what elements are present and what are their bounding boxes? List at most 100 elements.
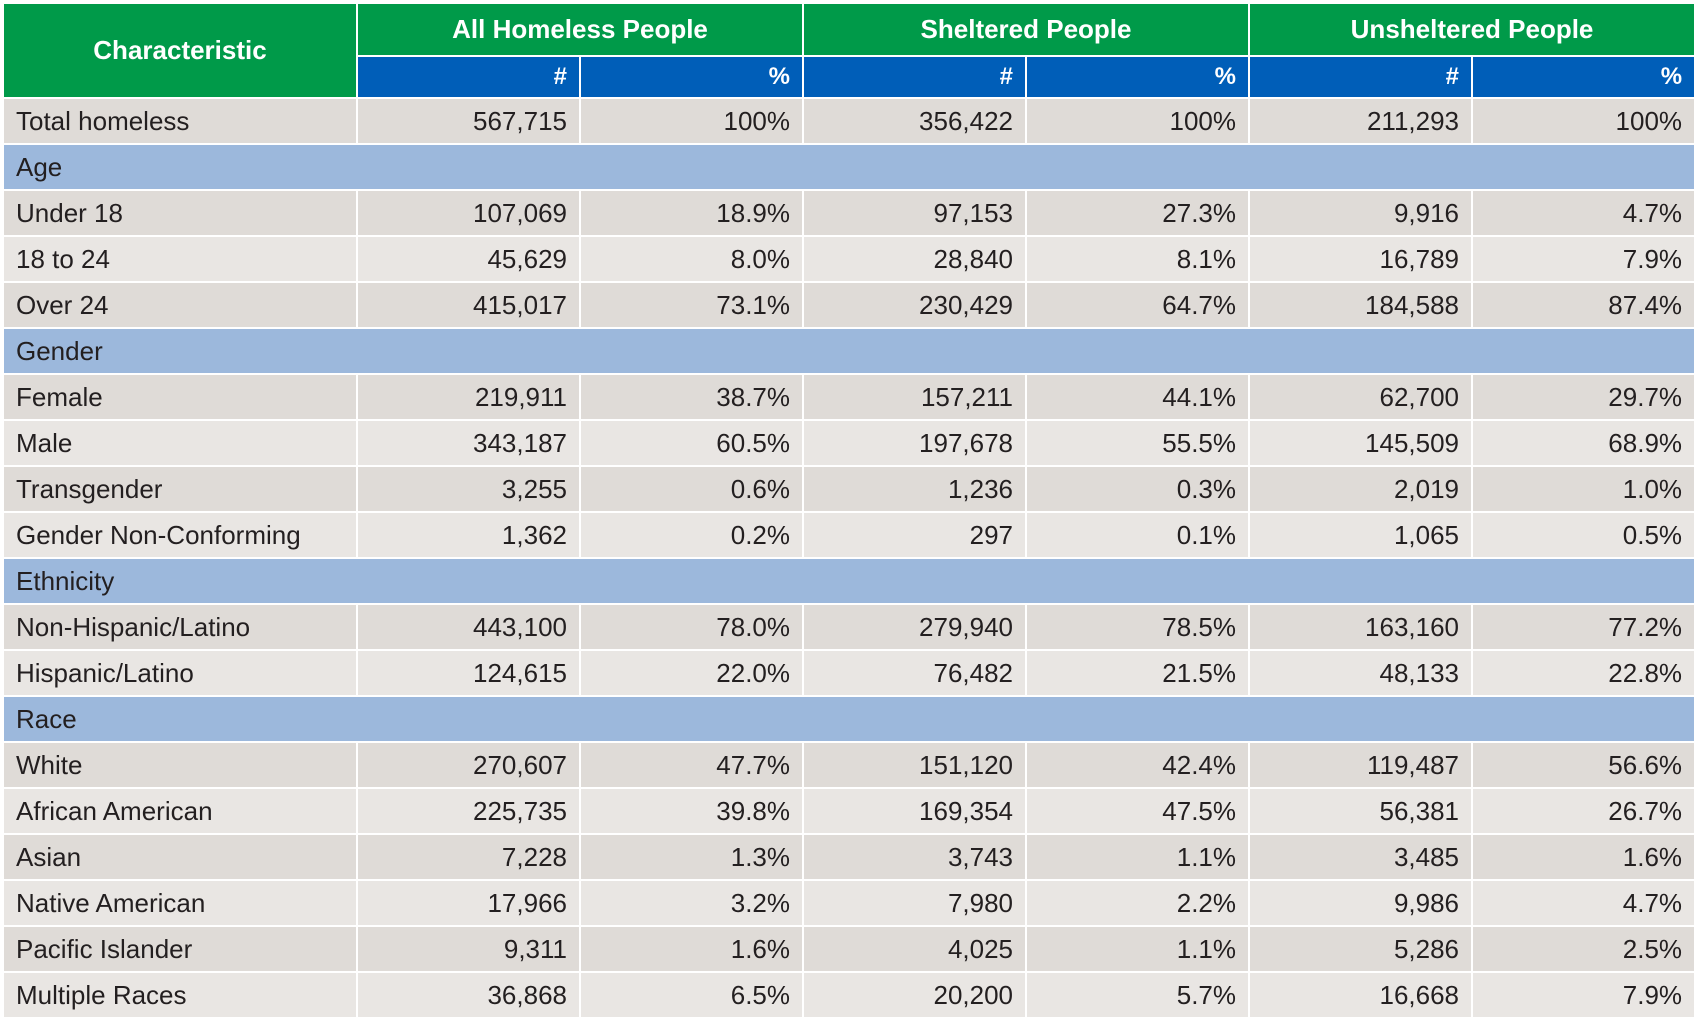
count-cell: 1,065 [1248, 511, 1474, 559]
percent-cell: 39.8% [578, 787, 805, 835]
percent-cell: 47.7% [578, 741, 805, 789]
count-cell: 211,293 [1248, 97, 1474, 145]
count-cell: 3,743 [802, 833, 1028, 881]
count-cell: 4,025 [802, 925, 1028, 973]
percent-cell: 27.3% [1025, 189, 1251, 237]
count-cell: 3,485 [1248, 833, 1474, 881]
count-cell: 9,916 [1248, 189, 1474, 237]
percent-cell: 3.2% [578, 879, 805, 927]
row-label: African American [2, 787, 358, 835]
row-label: Transgender [2, 465, 358, 513]
table-row: Over 24 415,017 73.1% 230,429 64.7% 184,588 87… [2, 281, 1697, 329]
percent-cell: 6.5% [578, 971, 805, 1019]
percent-cell: 68.9% [1471, 419, 1697, 467]
count-cell: 62,700 [1248, 373, 1474, 421]
count-cell: 56,381 [1248, 787, 1474, 835]
percent-cell: 5.7% [1025, 971, 1251, 1019]
subheader-percent: % [578, 55, 805, 99]
table-row: Pacific Islander 9,311 1.6% 4,025 1.1% 5,286 2… [2, 925, 1697, 973]
percent-cell: 0.2% [578, 511, 805, 559]
section-row: Race [1, 695, 1697, 743]
row-label: Female [2, 373, 358, 421]
row-label: White [2, 741, 358, 789]
percent-cell: 100% [1025, 97, 1251, 145]
count-cell: 1,362 [356, 511, 581, 559]
percent-cell: 29.7% [1471, 373, 1697, 421]
percent-cell: 18.9% [578, 189, 805, 237]
count-cell: 16,789 [1248, 235, 1474, 283]
count-cell: 28,840 [802, 235, 1028, 283]
count-cell: 270,607 [356, 741, 581, 789]
percent-cell: 56.6% [1471, 741, 1697, 789]
count-cell: 297 [802, 511, 1028, 559]
subheader-count: # [802, 55, 1028, 99]
count-cell: 225,735 [356, 787, 581, 835]
percent-cell: 1.1% [1025, 833, 1251, 881]
percent-cell: 77.2% [1471, 603, 1697, 651]
row-label: Asian [2, 833, 358, 881]
section-row: Gender [1, 327, 1697, 375]
percent-cell: 8.0% [578, 235, 805, 283]
percent-cell: 38.7% [578, 373, 805, 421]
percent-cell: 0.5% [1471, 511, 1697, 559]
section-label: Age [1, 143, 1697, 191]
count-cell: 36,868 [356, 971, 581, 1019]
subheader-percent: % [1025, 55, 1251, 99]
subheader-count: # [1248, 55, 1474, 99]
count-cell: 3,255 [356, 465, 581, 513]
percent-cell: 100% [1471, 97, 1697, 145]
percent-cell: 47.5% [1025, 787, 1251, 835]
row-label: Pacific Islander [2, 925, 358, 973]
percent-cell: 1.6% [1471, 833, 1697, 881]
count-cell: 219,911 [356, 373, 581, 421]
percent-cell: 87.4% [1471, 281, 1697, 329]
header-characteristic: Characteristic [2, 2, 358, 99]
count-cell: 279,940 [802, 603, 1028, 651]
count-cell: 163,160 [1248, 603, 1474, 651]
table-row: White 270,607 47.7% 151,120 42.4% 119,487 56.6… [2, 741, 1697, 789]
count-cell: 119,487 [1248, 741, 1474, 789]
count-cell: 415,017 [356, 281, 581, 329]
percent-cell: 78.5% [1025, 603, 1251, 651]
row-label: Native American [2, 879, 358, 927]
percent-cell: 0.6% [578, 465, 805, 513]
table-body: Total homeless 567,715 100% 356,422 100% 211,… [1, 97, 1697, 1019]
count-cell: 443,100 [356, 603, 581, 651]
count-cell: 9,986 [1248, 879, 1474, 927]
count-cell: 2,019 [1248, 465, 1474, 513]
table-row: Transgender 3,255 0.6% 1,236 0.3% 2,019 1.0% [2, 465, 1697, 513]
count-cell: 5,286 [1248, 925, 1474, 973]
row-label: Multiple Races [2, 971, 358, 1019]
count-cell: 343,187 [356, 419, 581, 467]
count-cell: 356,422 [802, 97, 1028, 145]
percent-cell: 2.5% [1471, 925, 1697, 973]
count-cell: 1,236 [802, 465, 1028, 513]
table-row: Under 18 107,069 18.9% 97,153 27.3% 9,916 4.7% [2, 189, 1697, 237]
table-row: Native American 17,966 3.2% 7,980 2.2% 9,986 4… [2, 879, 1697, 927]
percent-cell: 1.6% [578, 925, 805, 973]
count-cell: 567,715 [356, 97, 581, 145]
percent-cell: 42.4% [1025, 741, 1251, 789]
percent-cell: 60.5% [578, 419, 805, 467]
table-row: Gender Non-Conforming 1,362 0.2% 297 0.1% 1,0… [2, 511, 1697, 559]
percent-cell: 73.1% [578, 281, 805, 329]
count-cell: 197,678 [802, 419, 1028, 467]
count-cell: 17,966 [356, 879, 581, 927]
section-label: Gender [1, 327, 1697, 375]
table-row: Hispanic/Latino 124,615 22.0% 76,482 21.5% 48… [2, 649, 1697, 697]
percent-cell: 21.5% [1025, 649, 1251, 697]
percent-cell: 7.9% [1471, 235, 1697, 283]
percent-cell: 2.2% [1025, 879, 1251, 927]
table-row: Multiple Races 36,868 6.5% 20,200 5.7% 16,668… [2, 971, 1697, 1019]
row-label: 18 to 24 [2, 235, 358, 283]
percent-cell: 22.8% [1471, 649, 1697, 697]
count-cell: 151,120 [802, 741, 1028, 789]
table-row: Female 219,911 38.7% 157,211 44.1% 62,700 29.7… [2, 373, 1697, 421]
percent-cell: 55.5% [1025, 419, 1251, 467]
percent-cell: 78.0% [578, 603, 805, 651]
count-cell: 45,629 [356, 235, 581, 283]
row-label: Over 24 [2, 281, 358, 329]
percent-cell: 22.0% [578, 649, 805, 697]
count-cell: 9,311 [356, 925, 581, 973]
percent-cell: 100% [578, 97, 805, 145]
